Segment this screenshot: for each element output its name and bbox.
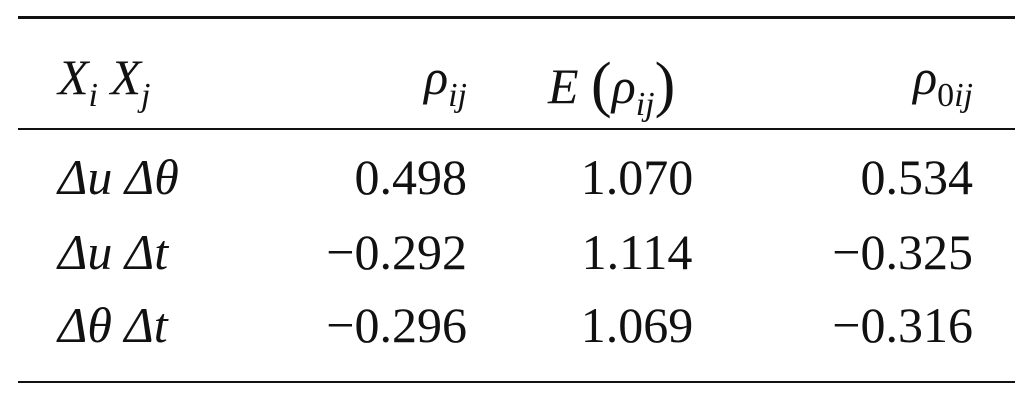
row-2-rho: −0.296 xyxy=(326,297,467,353)
header-pair: Xi Xj xyxy=(58,49,151,113)
row-0-expected: 1.070 xyxy=(580,149,694,205)
header-rho0-sub-num: 0 xyxy=(937,77,955,114)
header-expected-open-paren: ( xyxy=(591,51,612,119)
header-rho0-base: ρ xyxy=(913,49,938,105)
row-0-pair: Δu Δθ xyxy=(58,152,179,202)
bottom-rule xyxy=(18,381,1015,383)
row-1-pair-b: Δt xyxy=(124,224,169,280)
row-1-pair-a: Δu xyxy=(58,224,113,280)
row-2-rho0: −0.316 xyxy=(832,297,973,353)
row-0-pair-a: Δu xyxy=(58,149,113,205)
top-rule xyxy=(18,16,1015,19)
header-rho0-sub: ij xyxy=(954,77,973,114)
row-1-pair: Δu Δt xyxy=(58,227,168,277)
header-expected-fn: E xyxy=(548,58,579,114)
row-0-pair-b: Δθ xyxy=(124,149,179,205)
row-2-pair: Δθ Δt xyxy=(58,300,168,350)
row-2-pair-b: Δt xyxy=(124,297,168,353)
header-expected-base: ρ xyxy=(611,58,636,114)
header-pair-a: X xyxy=(58,49,89,105)
header-expected-close-paren: ) xyxy=(654,51,676,119)
header-rho: ρij xyxy=(424,49,467,113)
header-expected: E (ρij) xyxy=(548,52,675,122)
header-pair-b: X xyxy=(110,49,142,105)
row-2-expected: 1.069 xyxy=(580,297,694,353)
row-0-rho: 0.498 xyxy=(354,149,468,205)
header-rho0: ρ0ij xyxy=(913,49,973,113)
header-rho-sub: ij xyxy=(448,77,467,114)
header-pair-b-sub: j xyxy=(141,77,151,114)
row-2-pair-a: Δθ xyxy=(58,297,112,353)
header-pair-a-sub: i xyxy=(88,77,98,114)
header-expected-sub: ij xyxy=(635,86,655,123)
header-rule xyxy=(18,128,1015,130)
header-rho-base: ρ xyxy=(424,49,449,105)
row-0-rho0: 0.534 xyxy=(860,149,974,205)
row-1-expected: 1.114 xyxy=(581,224,693,280)
row-1-rho0: −0.325 xyxy=(832,224,973,280)
row-1-rho: −0.292 xyxy=(326,224,467,280)
